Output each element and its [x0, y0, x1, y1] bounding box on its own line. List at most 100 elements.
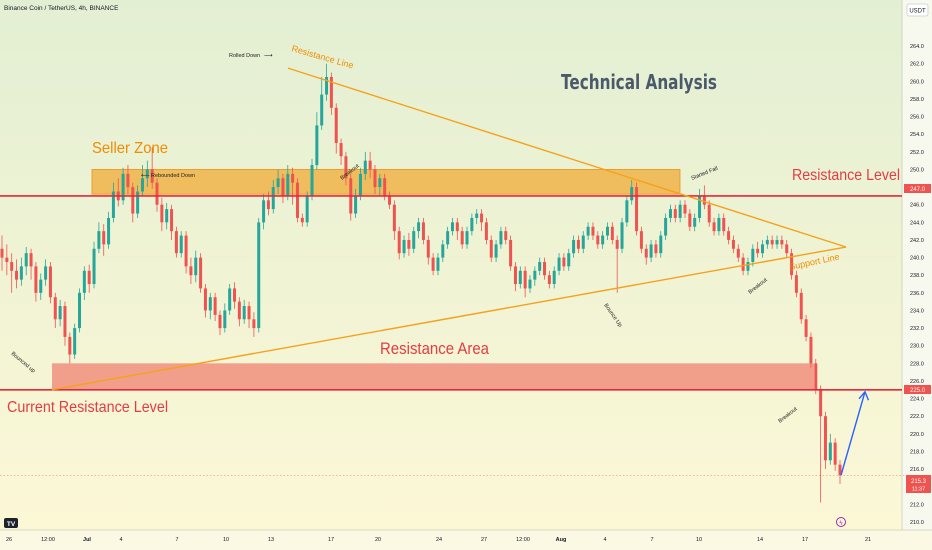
candle-body [402, 239, 406, 254]
price-tick-label: 264.0 [910, 44, 924, 50]
candle-body [339, 143, 343, 157]
candle-body [707, 204, 711, 223]
time-tick-label: 17 [328, 537, 334, 543]
candle-body [92, 248, 96, 285]
candle-body [358, 173, 362, 196]
candle-body [659, 235, 663, 254]
time-tick-label: 26 [6, 537, 12, 543]
price-tick-label: 250.0 [910, 167, 924, 173]
candle-body [111, 191, 115, 218]
candle-body [673, 209, 677, 218]
candle-body [407, 239, 411, 249]
candle-body [126, 173, 130, 188]
candle-body [581, 235, 585, 249]
candle-body [252, 319, 256, 329]
candle-body [165, 209, 169, 223]
candle-body [257, 222, 261, 329]
price-tick-label: 240.0 [910, 256, 924, 262]
candle-body [145, 169, 149, 179]
svg-text:247.0: 247.0 [910, 187, 926, 193]
candle-body [736, 248, 740, 258]
candle-body [727, 231, 731, 240]
candle-body [756, 248, 760, 254]
candle-body [475, 213, 479, 218]
price-tick-label: 236.0 [910, 291, 924, 297]
candle-body [397, 231, 401, 254]
time-tick-label: 4 [603, 537, 606, 543]
candle-body [717, 217, 721, 232]
candle-body [412, 231, 416, 249]
resistance-level-label: Resistance Level [792, 167, 900, 184]
candle-body [155, 182, 159, 205]
candle-body [0, 248, 4, 258]
candle-body [799, 292, 803, 320]
currency-badge-box[interactable] [906, 3, 929, 17]
tradingview-logo[interactable]: TV [4, 518, 18, 528]
candle-body [179, 235, 183, 254]
candle-body [605, 226, 609, 236]
candle-body [431, 257, 435, 271]
candle-body [596, 235, 600, 245]
candle-body [354, 195, 358, 214]
candle-body [698, 195, 702, 218]
candle-body [547, 275, 551, 285]
time-axis-ticks: 26 12:00 Jul 4 7 10 13 17 20 24 27 12:00 Aug 4 7 10 14 17… [6, 537, 871, 543]
candle-body [630, 187, 634, 201]
time-tick-label: 4 [119, 537, 122, 543]
time-tick-label: 17 [802, 537, 808, 543]
note-rebounded-arrow: ⟵ [141, 173, 150, 179]
candle-body [639, 231, 643, 249]
candle-body [601, 235, 605, 245]
time-tick-label: 13 [268, 537, 274, 543]
candle-body [199, 257, 203, 289]
candle-body [770, 239, 774, 245]
seller-zone-label: Seller Zone [92, 140, 168, 157]
candle-body [388, 195, 392, 205]
resistance-price-tag: 247.0 [904, 184, 931, 193]
candle-body [247, 306, 251, 320]
time-tick-label: Aug [556, 537, 567, 543]
candle-body [741, 257, 745, 271]
candle-body [702, 195, 706, 205]
candle-body [82, 270, 86, 293]
candle-body [228, 288, 232, 311]
candle-body [504, 231, 508, 240]
candle-body [233, 288, 237, 302]
candle-body [509, 239, 513, 267]
candle-body [102, 231, 106, 245]
event-icon[interactable]: ϟ [836, 517, 846, 528]
price-tick-label: 252.0 [910, 150, 924, 156]
candle-body [678, 204, 682, 218]
candle-body [833, 442, 837, 465]
candle-body [804, 319, 808, 337]
candle-body [136, 191, 140, 214]
prediction-arrow[interactable] [840, 390, 870, 476]
price-axis-panel [902, 0, 932, 550]
candle-body [823, 416, 827, 461]
resistance-trendline[interactable] [287, 67, 847, 248]
candle-body [591, 226, 595, 236]
candle-body [470, 217, 474, 232]
candle-body [97, 231, 101, 249]
candle-body [107, 217, 111, 245]
candle-body [480, 213, 484, 223]
candle-body [838, 464, 842, 476]
candle-body [58, 306, 62, 320]
candle-body [344, 156, 348, 179]
time-tick-label: Jul [83, 537, 91, 543]
note-rolled-down: Rolled Down [229, 53, 260, 59]
candle-body [325, 76, 329, 95]
candle-body [266, 200, 270, 210]
candle-body [223, 310, 227, 329]
time-tick-label: 7 [175, 537, 178, 543]
support-trendline[interactable] [51, 246, 847, 391]
candle-body [518, 270, 522, 285]
candle-body [262, 200, 266, 223]
price-tick-label: 254.0 [910, 132, 924, 138]
candle-body [557, 257, 561, 271]
candle-body [315, 125, 319, 166]
candle-body [760, 244, 764, 254]
candle-body [213, 297, 217, 315]
